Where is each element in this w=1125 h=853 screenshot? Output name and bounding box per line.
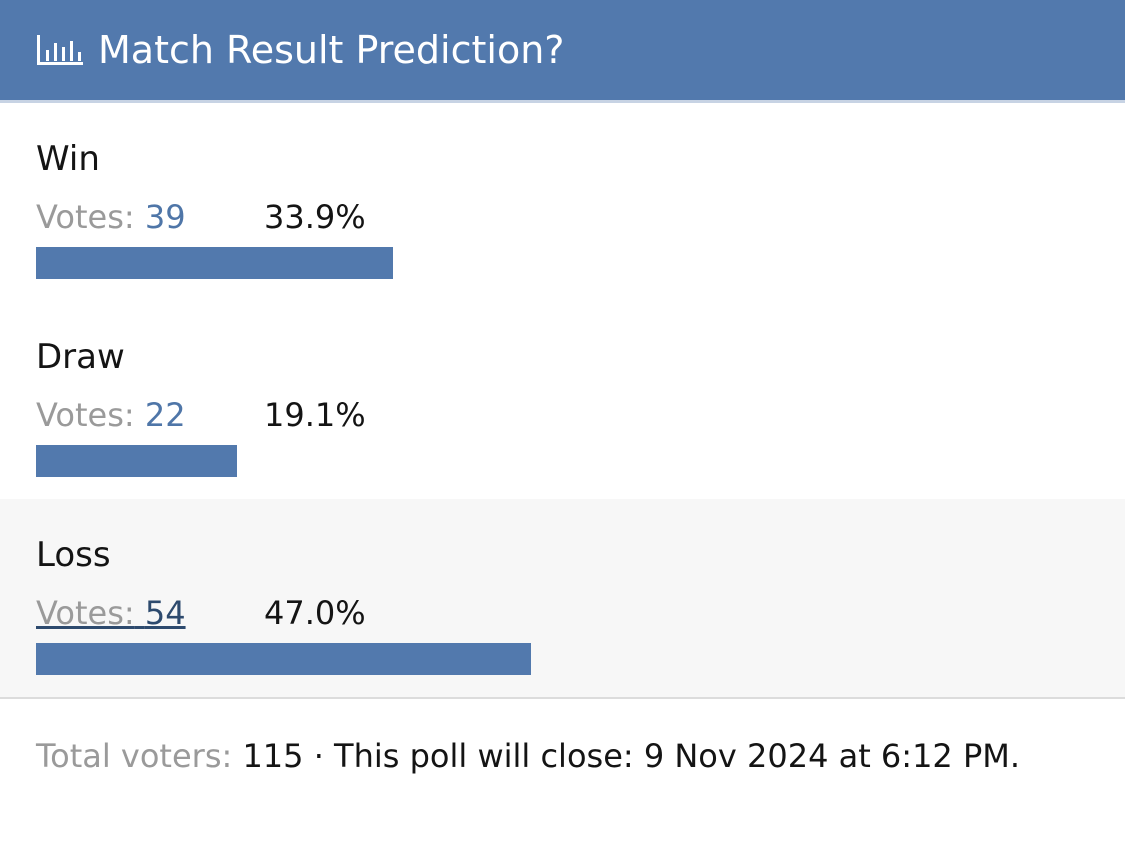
poll-icon [37, 35, 83, 65]
votes-link[interactable]: Votes: 54 [36, 591, 222, 635]
option-label: Draw [36, 337, 125, 377]
poll-header: Match Result Prediction? [0, 0, 1125, 103]
total-label: Total voters: [36, 737, 233, 775]
vote-line: Votes: 39 33.9% [36, 195, 1089, 239]
option-label: Win [36, 139, 100, 179]
result-bar [36, 445, 238, 477]
poll-option: Draw Votes: 22 19.1% [0, 301, 1125, 499]
votes-label: Votes: [36, 396, 135, 434]
option-label: Loss [36, 535, 111, 575]
result-bar [36, 643, 531, 675]
votes-label: Votes: [36, 594, 135, 632]
result-bar [36, 247, 393, 279]
votes-count: 54 [144, 594, 186, 632]
votes-label: Votes: [36, 198, 135, 236]
votes-count: 39 [144, 198, 186, 236]
bar-track [36, 445, 1089, 477]
total-voters: 115 [242, 737, 304, 775]
vote-line: Votes: 22 19.1% [36, 393, 1089, 437]
close-text: · This poll will close: 9 Nov 2024 at 6:… [313, 737, 1021, 775]
poll-options: Win Votes: 39 33.9% Draw Votes: 22 19.1% Loss V… [0, 103, 1125, 699]
percent-label: 19.1% [264, 396, 366, 434]
percent-label: 47.0% [264, 594, 366, 632]
bar-track [36, 247, 1089, 279]
poll-option: Loss Votes: 54 47.0% [0, 499, 1125, 699]
poll-title: Match Result Prediction? [98, 28, 565, 72]
votes-link[interactable]: Votes: 22 [36, 393, 264, 437]
votes-link[interactable]: Votes: 39 [36, 195, 264, 239]
poll-footer: Total voters: 115 · This poll will close… [0, 699, 1125, 783]
poll-option: Win Votes: 39 33.9% [0, 103, 1125, 301]
bar-track [36, 643, 1089, 675]
vote-line: Votes: 54 47.0% [36, 591, 1089, 635]
percent-label: 33.9% [264, 198, 366, 236]
votes-count: 22 [144, 396, 186, 434]
